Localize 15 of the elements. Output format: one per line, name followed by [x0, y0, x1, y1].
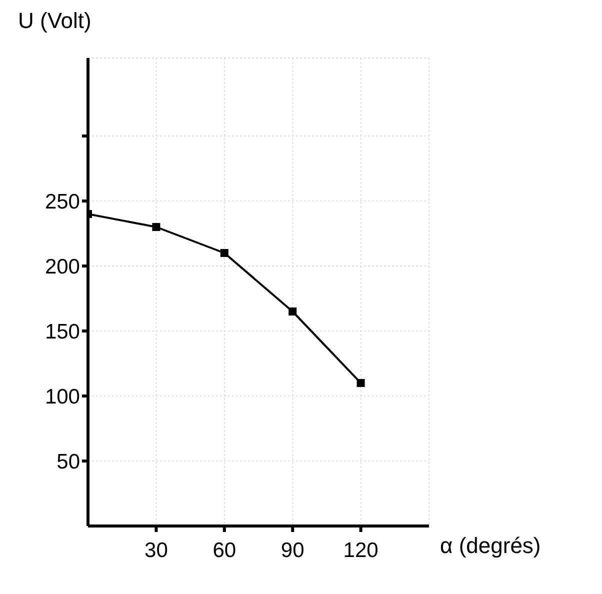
y-tick-label: 150	[44, 320, 80, 344]
x-axis-title: α (degrés)	[440, 533, 541, 559]
y-axis-title: U (Volt)	[18, 8, 92, 34]
x-tick-label: 60	[212, 538, 236, 562]
point	[356, 379, 365, 387]
y-tick-label: 50	[56, 450, 80, 474]
x-tick-label: 30	[144, 538, 168, 562]
point	[152, 223, 160, 231]
y-tick-label: 200	[44, 255, 80, 278]
x-tick-label: 120	[343, 538, 378, 562]
y-tick-label: 250	[44, 190, 80, 214]
y-tick-label: 100	[44, 385, 80, 408]
point	[288, 308, 297, 316]
x-tick-label: 90	[280, 538, 304, 562]
point	[220, 249, 228, 257]
